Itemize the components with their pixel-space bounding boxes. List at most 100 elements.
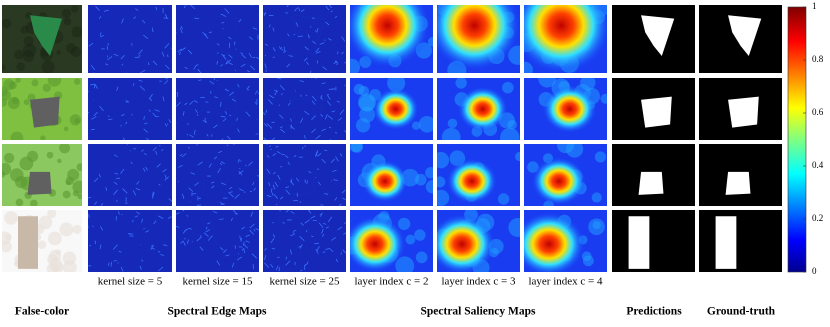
edge <box>141 218 144 223</box>
texture <box>76 163 82 172</box>
edge <box>234 194 240 199</box>
edge <box>186 239 189 244</box>
edge <box>266 195 272 198</box>
edge <box>162 244 168 246</box>
texture <box>10 131 24 140</box>
edge <box>204 34 209 39</box>
mask-bg <box>699 210 782 272</box>
edge <box>281 153 285 156</box>
hotspot <box>446 158 497 204</box>
edge <box>113 260 118 262</box>
noise <box>418 115 433 133</box>
edge <box>147 62 150 66</box>
tick-label: 1 <box>812 1 817 11</box>
edge <box>314 30 317 32</box>
noise <box>411 121 421 130</box>
edge <box>245 164 247 167</box>
edge <box>327 115 334 120</box>
texture <box>67 168 80 181</box>
texture <box>2 98 8 107</box>
edge <box>223 249 227 254</box>
edge <box>286 63 291 68</box>
edge <box>276 78 282 80</box>
edge <box>280 46 283 49</box>
edge <box>205 229 211 233</box>
image-cell <box>88 210 172 272</box>
object-edge <box>117 97 148 128</box>
image-cell <box>263 210 346 272</box>
edge <box>238 170 244 175</box>
noise <box>524 61 533 73</box>
edge <box>154 109 160 112</box>
edge <box>182 111 185 116</box>
edge <box>151 247 155 250</box>
edge <box>167 123 169 126</box>
edge <box>221 161 225 165</box>
image-cell <box>699 5 782 73</box>
edge <box>138 49 143 55</box>
edge <box>278 210 281 212</box>
edge <box>255 101 257 106</box>
image-cell <box>437 78 520 140</box>
edge <box>155 150 158 155</box>
object-edge <box>280 216 301 269</box>
edge <box>331 237 337 241</box>
edge <box>275 146 279 148</box>
edge <box>107 56 113 61</box>
edge <box>135 8 139 11</box>
edge <box>319 42 325 45</box>
edge <box>225 254 230 257</box>
edge <box>142 168 146 172</box>
hotspot <box>361 160 408 203</box>
edge <box>143 228 145 230</box>
edge-map <box>88 5 172 73</box>
edge <box>269 145 271 148</box>
texture <box>31 79 39 87</box>
edge <box>220 182 226 186</box>
edge <box>254 90 258 95</box>
edge <box>253 229 256 232</box>
cell-content <box>699 144 782 206</box>
edge <box>180 47 186 52</box>
edge <box>179 51 181 56</box>
image-cell <box>437 144 520 206</box>
edge <box>219 247 224 251</box>
noise <box>395 256 415 272</box>
image-cell <box>699 78 782 140</box>
image-cell <box>176 78 259 140</box>
edge <box>88 224 89 228</box>
edge <box>315 248 319 254</box>
edge <box>272 27 275 32</box>
texture <box>14 49 24 60</box>
edge <box>95 6 100 11</box>
edge <box>309 26 312 28</box>
edge <box>240 237 242 242</box>
edge <box>272 47 276 52</box>
hotspot <box>524 5 607 73</box>
edge <box>196 113 199 117</box>
edge <box>237 128 240 133</box>
edge <box>121 18 124 24</box>
edge <box>287 161 290 165</box>
edge <box>255 228 259 231</box>
edge <box>232 210 238 215</box>
edge <box>120 266 124 272</box>
edge <box>330 88 335 90</box>
edge <box>229 91 235 96</box>
edge <box>298 8 300 12</box>
object-edge <box>193 216 214 269</box>
edge <box>206 134 209 137</box>
edge <box>164 123 167 127</box>
edge <box>224 88 229 92</box>
edge <box>190 5 196 10</box>
edge <box>290 118 292 122</box>
edge <box>236 117 239 121</box>
cell-content <box>437 144 520 206</box>
edge <box>116 86 119 91</box>
edge <box>145 137 150 140</box>
edge <box>248 52 252 58</box>
hotspot <box>437 5 520 71</box>
edge <box>279 84 285 91</box>
edge <box>208 163 212 168</box>
edge <box>321 128 326 132</box>
